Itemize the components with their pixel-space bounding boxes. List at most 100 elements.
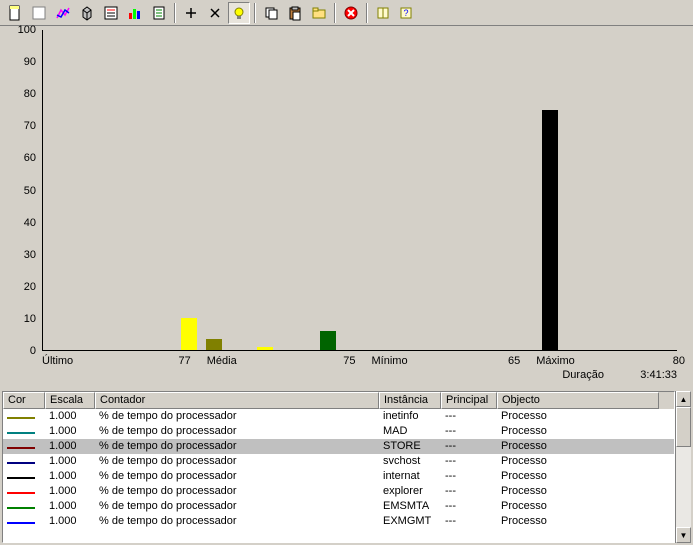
cell-instancia: EXMGMT xyxy=(379,514,441,529)
stat-max-value: 80 xyxy=(673,355,685,367)
color-swatch xyxy=(7,477,35,479)
color-swatch xyxy=(7,492,35,494)
table-row[interactable]: 1.000% de tempo do processadorsvchost---… xyxy=(3,454,674,469)
properties-icon[interactable] xyxy=(308,2,330,24)
color-swatch xyxy=(7,462,35,464)
cell-escala: 1.000 xyxy=(45,454,95,469)
table-row[interactable]: 1.000% de tempo do processadorSTORE---Pr… xyxy=(3,439,674,454)
cell-cor xyxy=(3,454,45,469)
cell-escala: 1.000 xyxy=(45,424,95,439)
view-histogram-icon[interactable] xyxy=(76,2,98,24)
cell-instancia: MAD xyxy=(379,424,441,439)
help-icon[interactable]: ? xyxy=(396,2,418,24)
col-objecto[interactable]: Objecto xyxy=(497,392,659,409)
cell-cor xyxy=(3,484,45,499)
scroll-up-button[interactable]: ▲ xyxy=(676,391,691,407)
ytick: 30 xyxy=(24,249,36,261)
toolbar-separator xyxy=(334,3,336,23)
chart-bar xyxy=(320,331,336,350)
chart-panel: 0102030405060708090100 Último 77 Média 7… xyxy=(0,26,693,389)
cell-principal: --- xyxy=(441,424,497,439)
duration-row: Duração 3:41:33 xyxy=(4,369,689,385)
ytick: 100 xyxy=(18,24,36,36)
chart-stats: Último 77 Média 75 Mínimo 65 Máximo 80 xyxy=(4,351,689,369)
cell-contador: % de tempo do processador xyxy=(95,469,379,484)
cell-escala: 1.000 xyxy=(45,484,95,499)
toolbar-separator xyxy=(254,3,256,23)
cell-escala: 1.000 xyxy=(45,514,95,529)
ytick: 20 xyxy=(24,281,36,293)
stat-last-label: Último xyxy=(42,355,73,367)
clear-icon[interactable] xyxy=(28,2,50,24)
stat-avg-value: 75 xyxy=(343,355,355,367)
table-row[interactable]: 1.000% de tempo do processadorEXMGMT---P… xyxy=(3,514,674,529)
stat-avg-label: Média xyxy=(207,355,237,367)
svg-text:?: ? xyxy=(403,8,408,18)
cell-contador: % de tempo do processador xyxy=(95,409,379,424)
stat-last-value: 77 xyxy=(179,355,191,367)
color-swatch xyxy=(7,507,35,509)
ytick: 40 xyxy=(24,217,36,229)
table-row[interactable]: 1.000% de tempo do processadorEMSMTA---P… xyxy=(3,499,674,514)
highlight-icon[interactable] xyxy=(228,2,250,24)
table-row[interactable]: 1.000% de tempo do processadorinetinfo--… xyxy=(3,409,674,424)
counter-table: CorEscalaContadorInstânciaPrincipalObjec… xyxy=(0,389,693,545)
ytick: 0 xyxy=(30,345,36,357)
new-set-icon[interactable] xyxy=(4,2,26,24)
scroll-thumb[interactable] xyxy=(676,407,691,447)
cell-cor xyxy=(3,469,45,484)
col-escala[interactable]: Escala xyxy=(45,392,95,409)
table-scrollbar[interactable]: ▲ ▼ xyxy=(675,391,691,543)
cell-instancia: explorer xyxy=(379,484,441,499)
cell-contador: % de tempo do processador xyxy=(95,484,379,499)
scroll-track[interactable] xyxy=(676,407,691,527)
cell-contador: % de tempo do processador xyxy=(95,514,379,529)
update-icon[interactable] xyxy=(372,2,394,24)
ytick: 60 xyxy=(24,152,36,164)
view-report-icon[interactable] xyxy=(100,2,122,24)
col-principal[interactable]: Principal xyxy=(441,392,497,409)
counter-log-icon[interactable] xyxy=(148,2,170,24)
add-counter-icon[interactable] xyxy=(124,2,146,24)
cell-instancia: EMSMTA xyxy=(379,499,441,514)
cell-objecto: Processo xyxy=(497,439,659,454)
cell-principal: --- xyxy=(441,514,497,529)
col-cor[interactable]: Cor xyxy=(3,392,45,409)
table-row[interactable]: 1.000% de tempo do processadorexplorer--… xyxy=(3,484,674,499)
cell-principal: --- xyxy=(441,484,497,499)
chart-bar xyxy=(206,339,222,350)
scroll-down-button[interactable]: ▼ xyxy=(676,527,691,543)
cell-instancia: STORE xyxy=(379,439,441,454)
cell-contador: % de tempo do processador xyxy=(95,439,379,454)
ytick: 50 xyxy=(24,185,36,197)
cell-objecto: Processo xyxy=(497,514,659,529)
cell-objecto: Processo xyxy=(497,454,659,469)
cell-instancia: inetinfo xyxy=(379,409,441,424)
ytick: 10 xyxy=(24,313,36,325)
table-row[interactable]: 1.000% de tempo do processadorinternat--… xyxy=(3,469,674,484)
copy-icon[interactable] xyxy=(260,2,282,24)
cell-contador: % de tempo do processador xyxy=(95,499,379,514)
cell-instancia: internat xyxy=(379,469,441,484)
color-swatch xyxy=(7,522,35,524)
cell-objecto: Processo xyxy=(497,484,659,499)
col-contador[interactable]: Contador xyxy=(95,392,379,409)
ytick: 80 xyxy=(24,88,36,100)
cell-cor xyxy=(3,439,45,454)
paste-icon[interactable] xyxy=(284,2,306,24)
cell-cor xyxy=(3,499,45,514)
color-swatch xyxy=(7,447,35,449)
cell-principal: --- xyxy=(441,469,497,484)
cell-instancia: svchost xyxy=(379,454,441,469)
table-row[interactable]: 1.000% de tempo do processadorMAD---Proc… xyxy=(3,424,674,439)
add-icon[interactable] xyxy=(180,2,202,24)
cell-escala: 1.000 xyxy=(45,439,95,454)
cell-cor xyxy=(3,424,45,439)
duration-label: Duração xyxy=(562,369,604,381)
chart-plot xyxy=(42,30,677,351)
freeze-icon[interactable] xyxy=(340,2,362,24)
col-instancia[interactable]: Instância xyxy=(379,392,441,409)
delete-icon[interactable] xyxy=(204,2,226,24)
view-chart-icon[interactable] xyxy=(52,2,74,24)
cell-cor xyxy=(3,409,45,424)
